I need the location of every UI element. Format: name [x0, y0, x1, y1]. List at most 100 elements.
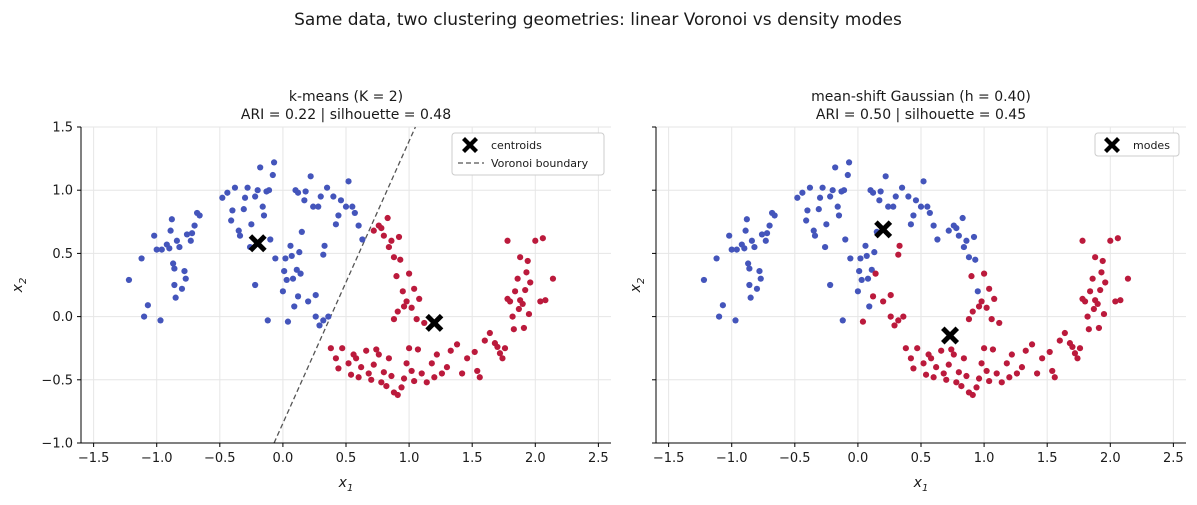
- data-point: [384, 214, 391, 222]
- data-point: [171, 265, 178, 272]
- data-point: [335, 365, 342, 372]
- data-point: [953, 225, 960, 232]
- data-point: [771, 212, 778, 219]
- data-point: [858, 276, 865, 284]
- data-point: [973, 384, 980, 391]
- data-point: [252, 281, 259, 289]
- x-tick-label: −0.5: [204, 451, 236, 466]
- data-point: [332, 355, 340, 362]
- meanshift-xlabel: x1: [913, 475, 929, 494]
- data-point: [260, 212, 268, 219]
- data-point: [408, 367, 415, 375]
- data-point: [347, 371, 355, 378]
- data-point: [835, 212, 843, 219]
- data-point: [325, 313, 332, 320]
- data-point: [496, 350, 504, 357]
- data-point: [963, 237, 970, 244]
- data-point: [267, 236, 274, 243]
- data-point: [390, 316, 398, 323]
- data-point: [506, 298, 514, 305]
- data-point: [172, 294, 179, 301]
- data-point: [1098, 269, 1105, 276]
- data-point: [167, 227, 174, 234]
- data-point: [815, 206, 822, 213]
- data-point: [294, 189, 302, 196]
- data-point: [395, 233, 403, 241]
- data-point: [291, 303, 298, 310]
- data-point: [416, 295, 423, 303]
- x-tick-label: 2.0: [525, 451, 546, 466]
- kmeans-legend: centroids Voronoi boundary: [451, 132, 605, 176]
- data-point: [794, 194, 801, 201]
- data-point: [458, 370, 466, 377]
- data-point: [405, 270, 413, 277]
- data-point: [1092, 254, 1099, 261]
- data-point: [975, 303, 983, 310]
- data-point: [1033, 370, 1041, 377]
- data-point: [349, 203, 356, 210]
- data-point: [514, 275, 521, 282]
- data-point: [272, 255, 279, 262]
- data-point: [414, 346, 422, 353]
- data-point: [845, 159, 853, 166]
- legend-centroids-label: centroids: [491, 139, 542, 152]
- data-point: [385, 355, 393, 362]
- data-point: [970, 233, 978, 241]
- data-point: [140, 313, 148, 320]
- data-point: [934, 236, 941, 243]
- data-point: [955, 232, 962, 239]
- data-point: [168, 216, 175, 223]
- data-point: [1117, 297, 1124, 304]
- data-point: [504, 237, 511, 244]
- data-point: [337, 197, 345, 204]
- data-point: [1006, 374, 1013, 381]
- data-point: [902, 345, 909, 352]
- data-point: [411, 285, 418, 292]
- kmeans-title-line2: ARI = 0.22 | silhouette = 0.48: [241, 107, 451, 123]
- data-point: [397, 256, 404, 263]
- data-point: [1022, 347, 1029, 354]
- data-point: [810, 227, 817, 234]
- data-point: [447, 347, 454, 354]
- data-point: [524, 257, 531, 265]
- data-point: [950, 351, 957, 358]
- data-point: [895, 317, 902, 324]
- x-tick-label: 2.5: [1163, 451, 1184, 466]
- data-point: [920, 360, 927, 367]
- data-point: [307, 173, 314, 180]
- data-point: [433, 351, 440, 358]
- data-point: [323, 184, 331, 191]
- data-point: [481, 337, 488, 344]
- meanshift-legend: modes: [1094, 132, 1180, 157]
- data-point: [370, 361, 377, 368]
- data-point: [358, 364, 365, 371]
- data-point: [305, 298, 312, 305]
- data-point: [296, 249, 303, 256]
- data-point: [930, 222, 937, 229]
- data-point: [1074, 355, 1081, 362]
- data-point: [762, 237, 769, 244]
- kmeans-voronoi-boundary: [273, 126, 416, 444]
- data-point: [989, 346, 997, 353]
- data-point: [1079, 237, 1086, 244]
- y-tick-label: −0.5: [41, 373, 73, 388]
- data-point: [1099, 257, 1106, 265]
- meanshift-title-line1: mean-shift Gaussian (h = 0.40): [811, 89, 1031, 105]
- data-point: [885, 203, 892, 210]
- data-point: [257, 164, 264, 171]
- x-tick-label: 0.0: [848, 451, 869, 466]
- data-point: [312, 292, 319, 299]
- data-point: [264, 317, 271, 324]
- x-tick-label: 1.0: [974, 451, 995, 466]
- data-point: [882, 173, 889, 180]
- data-point: [803, 217, 810, 224]
- data-point: [428, 360, 435, 367]
- data-point: [549, 275, 557, 282]
- data-point: [922, 371, 930, 378]
- data-point: [335, 212, 342, 219]
- data-point: [373, 346, 380, 353]
- data-point: [355, 374, 362, 381]
- data-point: [388, 372, 395, 380]
- data-point: [863, 252, 870, 260]
